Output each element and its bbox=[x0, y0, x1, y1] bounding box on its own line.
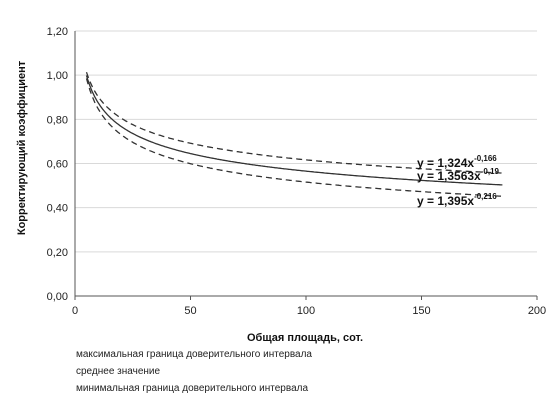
y-tick-label: 0,80 bbox=[47, 114, 68, 126]
axes bbox=[74, 31, 538, 300]
x-tick-label: 150 bbox=[412, 305, 430, 317]
legend-item-max: максимальная граница доверительного инте… bbox=[76, 349, 312, 360]
y-tick-label: 0,60 bbox=[47, 159, 68, 171]
equation-label: y = 1,3563x-0,19 bbox=[417, 167, 500, 183]
y-tick-label: 0,40 bbox=[47, 203, 68, 215]
x-tick-label: 200 bbox=[528, 305, 546, 317]
series-lines bbox=[85, 71, 503, 197]
tick-labels: 0,00 0,20 0,40 0,60 0,80 1,00 1,20 0 50 100 150 200 bbox=[47, 26, 547, 317]
x-tick-label: 50 bbox=[184, 305, 196, 317]
y-axis-title: Корректирующий коэффициент bbox=[16, 60, 28, 235]
equation-label: y = 1,395x-0,216 bbox=[417, 192, 497, 208]
series-line-mean bbox=[85, 75, 503, 186]
x-axis-title: Общая площадь, сот. bbox=[247, 332, 363, 344]
legend-item-mean: среднее значение bbox=[76, 366, 160, 377]
equation-label: y = 1,324x-0,166 bbox=[417, 154, 497, 170]
legend-item-min: минимальная граница доверительного интер… bbox=[76, 383, 308, 394]
y-tick-label: 1,00 bbox=[47, 70, 68, 82]
x-tick-label: 0 bbox=[72, 305, 78, 317]
y-tick-label: 1,20 bbox=[47, 26, 68, 38]
x-tick-label: 100 bbox=[297, 305, 315, 317]
y-tick-label: 0,00 bbox=[47, 291, 68, 303]
y-tick-label: 0,20 bbox=[47, 247, 68, 259]
